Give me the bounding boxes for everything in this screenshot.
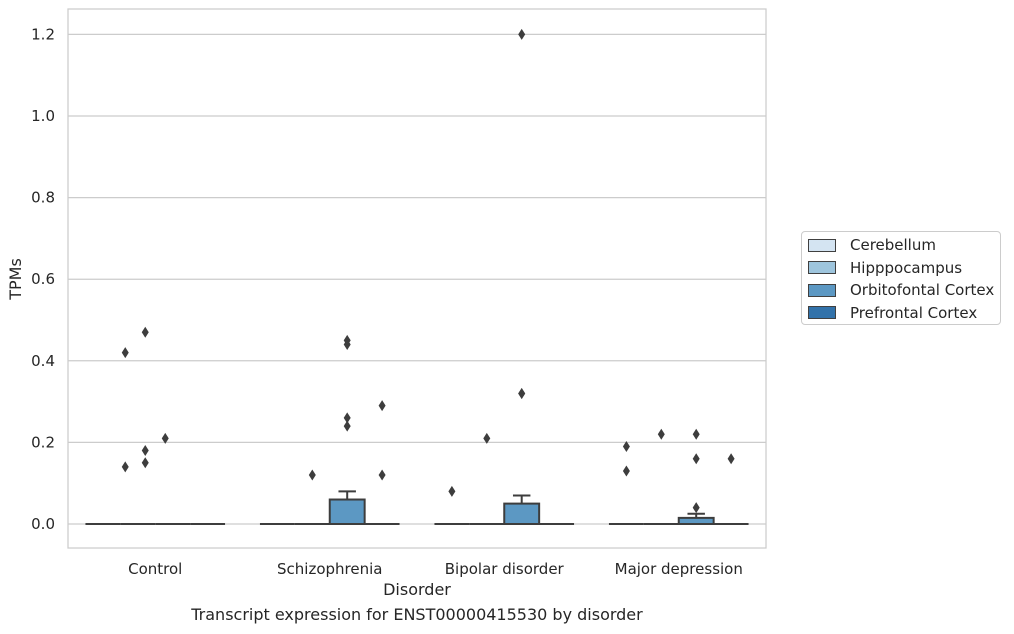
grid-lines: [68, 33, 766, 525]
outlier-bipolar-disorder-cerebellum-0: [448, 485, 456, 497]
outlier-schizophrenia-prefrontal-cortex-0: [378, 400, 386, 412]
box-bipolar-disorder-orbitofontal-cortex: [503, 494, 541, 526]
y-tick-1-2: 1.2: [31, 25, 55, 43]
outlier-schizophrenia-orbitofontal-cortex-1: [343, 420, 351, 432]
outlier-control-orbitofontal-cortex-0: [121, 461, 129, 473]
outlier-control-orbitofontal-cortex-1: [141, 445, 149, 457]
outlier-schizophrenia-prefrontal-cortex-1: [378, 469, 386, 481]
outlier-major-depression-hipppocampus-0: [657, 428, 665, 440]
legend-swatch-orbitofontal-cortex: [808, 283, 836, 297]
plot-frame: [67, 8, 767, 549]
legend-item-hipppocampus: Hipppocampus: [808, 259, 962, 277]
outlier-control-orbitofontal-cortex-4: [141, 326, 149, 338]
outlier-major-depression-orbitofontal-cortex-1: [692, 428, 700, 440]
x-tick-major-depression: Major depression: [615, 560, 743, 578]
y-tick-0-0: 0.0: [31, 515, 55, 533]
y-tick-1-0: 1.0: [31, 107, 55, 125]
box-major-depression-orbitofontal-cortex: [677, 512, 715, 526]
outlier-points: [121, 28, 735, 514]
outlier-major-depression-orbitofontal-cortex-0: [692, 502, 700, 514]
box-body-bipolar-disorder-orbitofontal-cortex: [503, 502, 541, 526]
legend-label-prefrontal-cortex: Prefrontal Cortex: [850, 303, 978, 322]
outlier-bipolar-disorder-orbitofontal-cortex-1: [518, 387, 526, 399]
outlier-bipolar-disorder-orbitofontal-cortex-2: [518, 28, 526, 40]
x-tick-labels: Control Schizophrenia Bipolar disorder Majo…: [128, 560, 743, 578]
x-tick-schizophrenia: Schizophrenia: [277, 560, 382, 578]
x-axis-label: Disorder: [383, 580, 451, 599]
box-plots: [85, 490, 749, 526]
outlier-major-depression-orbitofontal-cortex-2: [692, 453, 700, 465]
y-tick-0-8: 0.8: [31, 189, 55, 207]
box-schizophrenia-orbitofontal-cortex: [328, 490, 366, 525]
legend-item-prefrontal-cortex: Prefrontal Cortex: [808, 304, 977, 322]
legend-label-cerebellum: Cerebellum: [850, 236, 936, 254]
outlier-schizophrenia-hipppocampus-0: [308, 469, 316, 481]
legend-item-cerebellum: Cerebellum: [808, 236, 936, 254]
legend-label-orbitofontal-cortex: Orbitofontal Cortex: [850, 281, 995, 299]
y-tick-0-2: 0.2: [31, 433, 55, 451]
legend-swatch-hipppocampus: [808, 261, 836, 274]
y-axis-label: TPMs: [6, 258, 25, 301]
outlier-major-depression-cerebellum-1: [622, 440, 630, 452]
outlier-bipolar-disorder-hipppocampus-0: [483, 432, 491, 444]
y-tick-labels: 0.0 0.2 0.4 0.6 0.8 1.0 1.2: [31, 25, 55, 533]
outlier-schizophrenia-orbitofontal-cortex-0: [343, 412, 351, 424]
outlier-major-depression-prefrontal-cortex-0: [727, 453, 735, 465]
outlier-major-depression-cerebellum-0: [622, 465, 630, 477]
legend-swatch-prefrontal-cortex: [808, 306, 836, 319]
legend-item-orbitofontal-cortex: Orbitofontal Cortex: [808, 281, 994, 299]
chart-caption: Transcript expression for ENST0000041553…: [191, 605, 643, 624]
outlier-control-orbitofontal-cortex-5: [161, 432, 169, 444]
legend: Cerebellum Hipppocampus Orbitofontal Corte…: [801, 231, 1001, 325]
outlier-schizophrenia-orbitofontal-cortex-3: [343, 334, 351, 346]
y-tick-0-6: 0.6: [31, 270, 55, 288]
legend-label-hipppocampus: Hipppocampus: [850, 258, 963, 277]
outlier-control-orbitofontal-cortex-2: [141, 457, 149, 469]
y-tick-0-4: 0.4: [31, 352, 55, 370]
x-tick-bipolar-disorder: Bipolar disorder: [445, 560, 565, 578]
box-body-schizophrenia-orbitofontal-cortex: [328, 498, 366, 525]
legend-swatch-cerebellum: [808, 238, 836, 252]
x-tick-control: Control: [128, 560, 182, 578]
outlier-control-orbitofontal-cortex-3: [121, 347, 129, 359]
